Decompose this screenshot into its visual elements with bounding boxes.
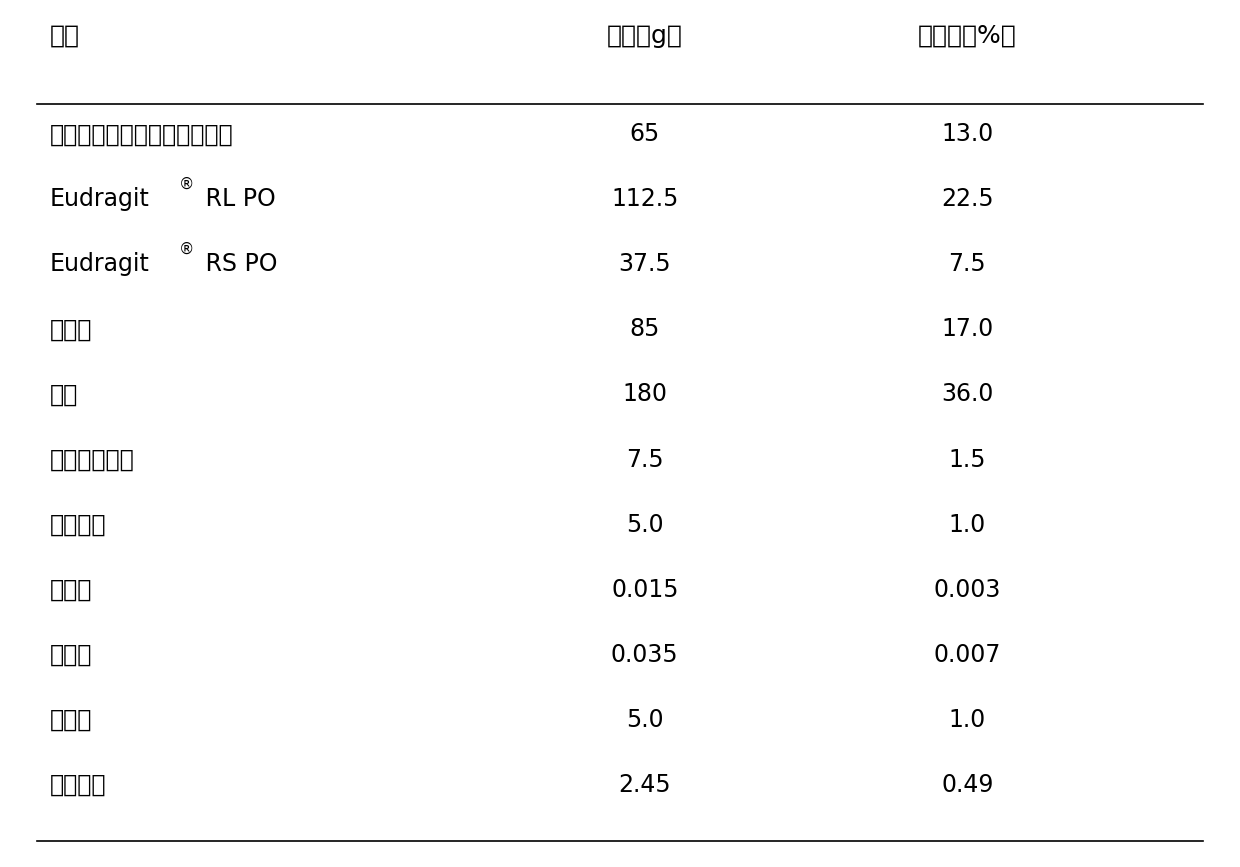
Text: 37.5: 37.5 xyxy=(619,252,671,277)
Text: 蔗糖: 蔗糖 xyxy=(50,382,78,407)
Text: 1.0: 1.0 xyxy=(949,707,986,732)
Text: 阿司帕坦: 阿司帕坦 xyxy=(50,512,107,537)
Text: ®: ® xyxy=(179,176,193,192)
Text: RS PO: RS PO xyxy=(198,252,278,277)
Text: 65: 65 xyxy=(630,122,660,147)
Text: 112.5: 112.5 xyxy=(611,187,678,212)
Text: 羟丙甲纤维素: 羟丙甲纤维素 xyxy=(50,447,134,472)
Text: 0.007: 0.007 xyxy=(934,642,1001,667)
Text: 13.0: 13.0 xyxy=(941,122,993,147)
Text: 日落黄: 日落黄 xyxy=(50,642,92,667)
Text: 滑石粉: 滑石粉 xyxy=(50,707,92,732)
Text: 组成: 组成 xyxy=(50,23,79,48)
Text: 85: 85 xyxy=(630,317,660,342)
Text: 百分比（%）: 百分比（%） xyxy=(918,23,1017,48)
Text: 1.5: 1.5 xyxy=(949,447,986,472)
Text: 7.5: 7.5 xyxy=(949,252,986,277)
Text: 7.5: 7.5 xyxy=(626,447,663,472)
Text: 36.0: 36.0 xyxy=(941,382,993,407)
Text: 1.0: 1.0 xyxy=(949,512,986,537)
Text: 替比培南酯（以替比培南计）: 替比培南酯（以替比培南计） xyxy=(50,122,233,147)
Text: 0.035: 0.035 xyxy=(611,642,678,667)
Text: 0.015: 0.015 xyxy=(611,577,678,602)
Text: 2.45: 2.45 xyxy=(619,772,671,797)
Text: 0.49: 0.49 xyxy=(941,772,993,797)
Text: 17.0: 17.0 xyxy=(941,317,993,342)
Text: 用量（g）: 用量（g） xyxy=(606,23,683,48)
Text: 胭脂红: 胭脂红 xyxy=(50,577,92,602)
Text: RL PO: RL PO xyxy=(198,187,277,212)
Text: ®: ® xyxy=(179,241,193,257)
Text: 5.0: 5.0 xyxy=(626,707,663,732)
Text: 甘露醇: 甘露醇 xyxy=(50,317,92,342)
Text: 5.0: 5.0 xyxy=(626,512,663,537)
Text: 22.5: 22.5 xyxy=(941,187,993,212)
Text: Eudragit: Eudragit xyxy=(50,252,150,277)
Text: 桃味香精: 桃味香精 xyxy=(50,772,107,797)
Text: 180: 180 xyxy=(622,382,667,407)
Text: Eudragit: Eudragit xyxy=(50,187,150,212)
Text: 0.003: 0.003 xyxy=(934,577,1001,602)
